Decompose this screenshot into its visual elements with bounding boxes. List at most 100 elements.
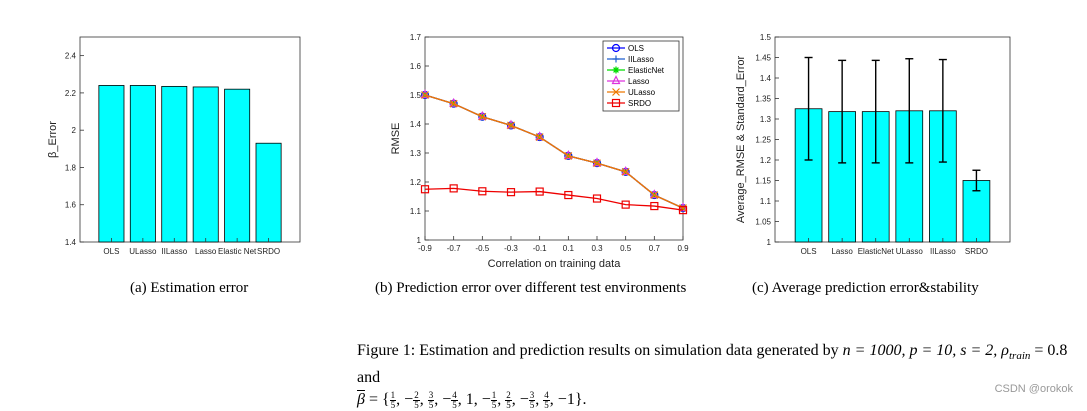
legend-label: SRDO (628, 99, 651, 108)
square-marker (478, 187, 487, 196)
y-tick-label: 2 (72, 126, 77, 135)
y-tick-label: 2.4 (65, 52, 77, 61)
y-tick-label: 1.1 (760, 197, 772, 206)
legend-entry: IILasso (607, 55, 654, 64)
legend-label: ElasticNet (628, 66, 665, 75)
legend-entry: SRDO (607, 98, 651, 108)
y-tick-label: 1.6 (410, 62, 422, 71)
square-marker (611, 98, 621, 108)
x-tick-label: 0.3 (591, 244, 603, 253)
x-tick-label: OLS (801, 247, 817, 256)
y-tick-label: 1.7 (410, 33, 422, 42)
square-marker (506, 188, 516, 197)
x-tick-label: SRDO (965, 247, 988, 256)
y-tick-label: 1.2 (760, 156, 772, 165)
y-tick-label: 1.35 (755, 95, 771, 104)
x-marker (478, 112, 487, 121)
y-tick-label: 1.05 (755, 218, 771, 227)
y-tick-label: 1.4 (760, 74, 772, 83)
y-tick-label: 1.3 (760, 115, 772, 124)
caption-a: (a) Estimation error (130, 280, 249, 296)
circle-marker (611, 43, 621, 53)
x-marker (621, 167, 630, 176)
beta-integer: 1 (566, 391, 575, 409)
bar (224, 88, 251, 243)
param-s: s = 2, (960, 342, 998, 359)
triangle-marker (611, 75, 621, 85)
x-tick-label: IILasso (930, 247, 956, 256)
x-marker (564, 151, 573, 160)
beta-sign: − (557, 391, 567, 409)
x-marker (421, 91, 429, 99)
bar (192, 86, 219, 243)
square-marker (650, 201, 659, 211)
param-rho-sub: train (1008, 350, 1031, 363)
beta-integer: 1 (465, 391, 474, 409)
y-axis-label: Average_RMSE & Standard_Error (735, 56, 747, 224)
plus-marker (612, 55, 620, 63)
caption-c: (c) Average prediction error&stability (752, 280, 979, 296)
y-tick-label: 1.5 (410, 91, 422, 100)
y-tick-label: 1.25 (755, 136, 771, 145)
y-tick-label: 1.4 (410, 120, 422, 129)
x-marker (612, 88, 620, 96)
beta-sign: − (442, 391, 452, 409)
x-marker (535, 133, 544, 141)
y-tick-label: 1 (417, 236, 422, 245)
beta-sign: − (519, 391, 529, 409)
figure-text: Estimation and prediction results on sim… (419, 342, 839, 359)
chart-c-average-prediction-error: 1 1.05 1.1 1.15 1.2 1.25 1.3 1.35 1.4 1.45 1.5 OLS L… (735, 33, 1011, 256)
x-tick-label: 0.9 (677, 244, 689, 253)
y-tick-label: 1.4 (65, 238, 77, 247)
figure-label: Figure 1: (357, 342, 416, 359)
square-marker (621, 200, 630, 209)
bar (161, 85, 188, 243)
legend-entry: ULasso (607, 88, 656, 97)
legend-label: IILasso (628, 55, 654, 64)
param-rho-value: = 0.8 and (357, 342, 1068, 387)
series-line (424, 187, 684, 211)
chart-b-prediction-error: 1 1.1 1.2 1.3 1.4 1.5 1.6 1.7 -0.9 -0.7 -0.5 -0.3 -0… (390, 33, 689, 270)
y-tick-label: 1.6 (65, 201, 77, 210)
series-srdo (420, 184, 688, 215)
x-tick-label: Lasso (195, 247, 217, 256)
x-tick-label: Elastic Net (218, 247, 257, 256)
x-tick-label: SRDO (257, 247, 280, 256)
legend-entry: OLS (607, 43, 644, 53)
beta-symbol: β (357, 391, 365, 409)
series-line (424, 94, 684, 209)
legend-entry: ElasticNet (607, 66, 665, 75)
bar (255, 142, 282, 243)
x-tick-label: ULasso (896, 247, 924, 256)
param-rho: ρ (1001, 342, 1009, 359)
param-p: p = 10, (909, 342, 957, 359)
bar (98, 85, 125, 243)
y-tick-label: 1.3 (410, 149, 422, 158)
y-axis-label: RMSE (390, 123, 402, 155)
x-tick-label: IILasso (161, 247, 187, 256)
caption-b: (b) Prediction error over different test… (375, 280, 687, 296)
x-tick-label: OLS (103, 247, 119, 256)
square-marker (678, 206, 688, 215)
x-tick-label: ElasticNet (858, 247, 895, 256)
square-marker (592, 194, 602, 203)
x-tick-label: -0.5 (475, 244, 489, 253)
y-tick-label: 1 (767, 238, 772, 247)
beta-sign: − (404, 391, 414, 409)
star-marker (612, 66, 620, 74)
y-tick-label: 1.2 (410, 178, 422, 187)
y-tick-label: 1.15 (755, 177, 771, 186)
x-tick-label: 0.1 (563, 244, 575, 253)
x-marker (593, 159, 601, 168)
legend-label: OLS (628, 44, 644, 53)
legend-label: Lasso (628, 77, 650, 86)
y-tick-label: 1.5 (760, 33, 772, 42)
y-tick-label: 1.8 (65, 163, 77, 172)
watermark: CSDN @orokok (994, 383, 1073, 395)
legend-label: ULasso (628, 88, 656, 97)
x-tick-label: Lasso (831, 247, 853, 256)
x-tick-label: -0.9 (418, 244, 432, 253)
square-marker (420, 185, 430, 194)
x-tick-label: 0.7 (649, 244, 661, 253)
